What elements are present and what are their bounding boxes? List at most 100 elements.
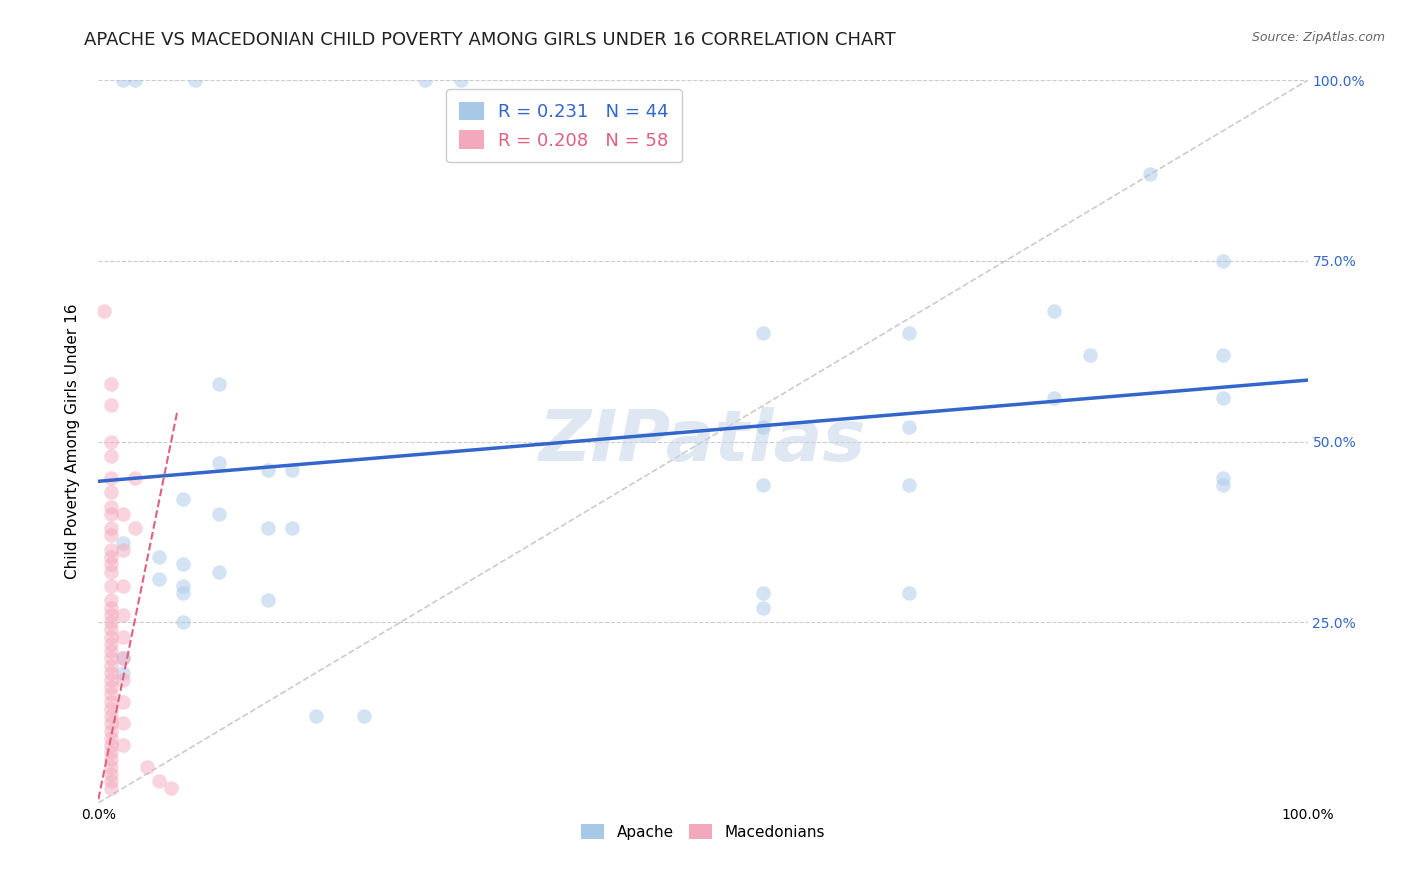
Point — [111, 542, 134, 557]
Point — [100, 723, 122, 738]
Point — [111, 651, 134, 665]
Point — [100, 615, 122, 630]
Point — [184, 73, 207, 87]
Point — [111, 579, 134, 593]
Point — [148, 550, 170, 565]
Point — [111, 716, 134, 731]
Point — [172, 586, 194, 600]
Point — [100, 651, 122, 665]
Point — [100, 774, 122, 789]
Point — [100, 702, 122, 716]
Text: ZIPatlas: ZIPatlas — [540, 407, 866, 476]
Point — [111, 607, 134, 622]
Point — [100, 398, 122, 412]
Point — [208, 456, 231, 470]
Text: APACHE VS MACEDONIAN CHILD POVERTY AMONG GIRLS UNDER 16 CORRELATION CHART: APACHE VS MACEDONIAN CHILD POVERTY AMONG… — [84, 31, 896, 49]
Point — [111, 630, 134, 644]
Point — [1042, 391, 1064, 405]
Text: Source: ZipAtlas.com: Source: ZipAtlas.com — [1251, 31, 1385, 45]
Point — [1212, 253, 1234, 268]
Point — [752, 586, 775, 600]
Point — [208, 376, 231, 391]
Point — [111, 673, 134, 687]
Point — [100, 760, 122, 774]
Point — [148, 774, 170, 789]
Point — [100, 434, 122, 449]
Point — [148, 572, 170, 586]
Point — [100, 738, 122, 752]
Point — [111, 651, 134, 665]
Point — [450, 73, 472, 87]
Point — [256, 593, 278, 607]
Point — [100, 449, 122, 463]
Point — [111, 665, 134, 680]
Point — [100, 637, 122, 651]
Point — [100, 680, 122, 694]
Point — [100, 376, 122, 391]
Point — [124, 73, 146, 87]
Point — [135, 760, 157, 774]
Point — [305, 709, 328, 723]
Point — [111, 73, 134, 87]
Point — [100, 550, 122, 565]
Point — [100, 745, 122, 759]
Y-axis label: Child Poverty Among Girls Under 16: Child Poverty Among Girls Under 16 — [65, 304, 80, 579]
Point — [100, 623, 122, 637]
Point — [100, 565, 122, 579]
Point — [100, 558, 122, 572]
Point — [281, 463, 304, 477]
Point — [752, 600, 775, 615]
Point — [1212, 478, 1234, 492]
Point — [752, 420, 775, 434]
Point — [256, 463, 278, 477]
Point — [1212, 470, 1234, 484]
Point — [100, 695, 122, 709]
Point — [100, 470, 122, 484]
Point — [100, 500, 122, 514]
Point — [897, 478, 920, 492]
Point — [100, 731, 122, 745]
Point — [353, 709, 375, 723]
Point — [100, 767, 122, 781]
Point — [100, 687, 122, 701]
Point — [172, 558, 194, 572]
Point — [172, 615, 194, 630]
Point — [1139, 167, 1161, 181]
Point — [111, 695, 134, 709]
Point — [124, 521, 146, 535]
Point — [111, 738, 134, 752]
Point — [752, 326, 775, 340]
Point — [100, 781, 122, 796]
Point — [93, 304, 115, 318]
Point — [100, 507, 122, 521]
Point — [100, 593, 122, 607]
Point — [1212, 391, 1234, 405]
Point — [100, 709, 122, 723]
Point — [100, 716, 122, 731]
Point — [100, 607, 122, 622]
Point — [100, 644, 122, 658]
Point — [100, 630, 122, 644]
Point — [100, 485, 122, 500]
Point — [100, 752, 122, 766]
Point — [100, 673, 122, 687]
Point — [256, 521, 278, 535]
Point — [100, 658, 122, 673]
Point — [897, 326, 920, 340]
Point — [100, 521, 122, 535]
Point — [897, 586, 920, 600]
Point — [111, 507, 134, 521]
Point — [897, 420, 920, 434]
Point — [124, 470, 146, 484]
Point — [100, 579, 122, 593]
Point — [208, 565, 231, 579]
Point — [100, 665, 122, 680]
Point — [281, 521, 304, 535]
Point — [172, 579, 194, 593]
Point — [111, 535, 134, 549]
Point — [413, 73, 436, 87]
Point — [100, 600, 122, 615]
Point — [100, 542, 122, 557]
Point — [752, 478, 775, 492]
Point — [160, 781, 183, 796]
